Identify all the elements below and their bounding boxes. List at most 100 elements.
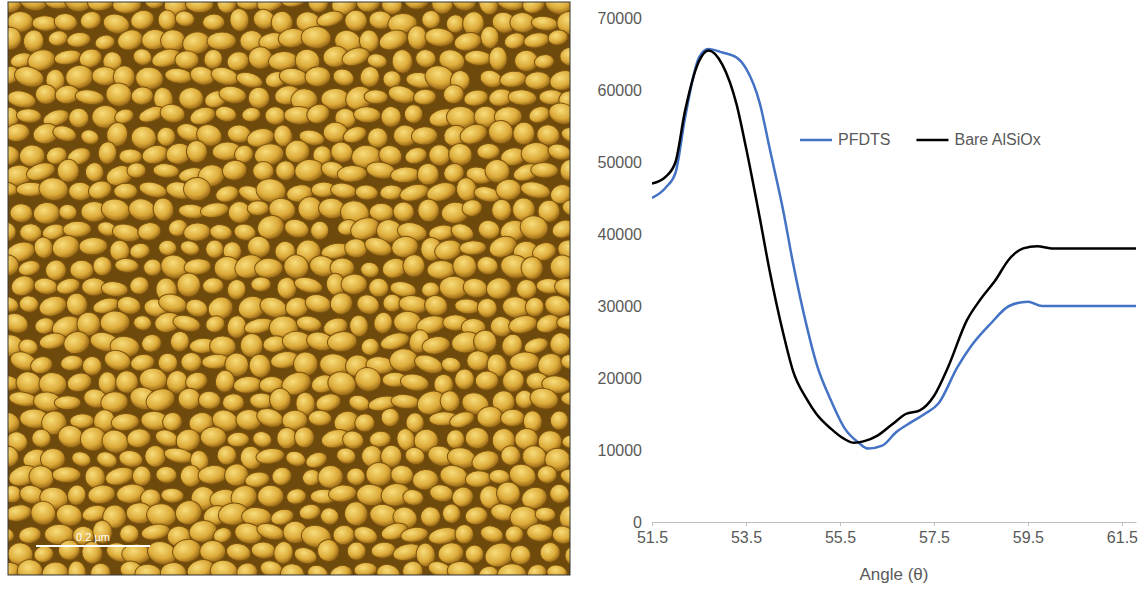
afm-grain	[67, 560, 87, 575]
afm-grain	[298, 503, 322, 522]
afm-grain	[91, 255, 113, 277]
afm-grain	[8, 25, 23, 51]
x-tick-mark	[652, 522, 653, 526]
afm-grain	[463, 88, 490, 108]
afm-grain	[372, 311, 394, 336]
legend-swatch	[916, 139, 948, 142]
afm-grain	[114, 258, 139, 274]
afm-grain	[183, 177, 211, 201]
afm-grain	[60, 354, 84, 371]
afm-grain	[70, 260, 94, 280]
x-tick-label: 55.5	[825, 529, 856, 546]
afm-grain	[326, 330, 357, 353]
y-tick-label: 70000	[598, 10, 643, 27]
afm-grain	[527, 104, 552, 126]
afm-grain	[269, 388, 291, 411]
afm-grain	[507, 313, 539, 335]
y-tick-label: 60000	[598, 82, 643, 99]
afm-grain	[304, 292, 333, 315]
afm-grain	[295, 315, 322, 334]
afm-grain	[548, 253, 570, 281]
afm-grain	[174, 9, 196, 28]
afm-grain	[33, 277, 59, 296]
afm-grain	[547, 29, 569, 47]
afm-grain	[51, 123, 78, 144]
afm-grain	[218, 84, 248, 105]
afm-grain	[301, 26, 332, 50]
afm-grain	[178, 388, 201, 411]
afm-grain	[391, 49, 413, 74]
afm-grain	[229, 8, 250, 33]
afm-grain	[341, 499, 370, 529]
x-tick-mark	[746, 522, 747, 526]
afm-grain	[341, 273, 368, 294]
afm-grain	[293, 275, 324, 296]
afm-background	[8, 2, 570, 575]
afm-grain	[254, 258, 283, 279]
afm-grain	[126, 427, 152, 449]
afm-grain	[562, 434, 570, 449]
x-tick-mark	[840, 522, 841, 526]
afm-grain	[546, 564, 568, 575]
afm-grain	[104, 81, 134, 109]
afm-grain	[102, 347, 133, 373]
afm-grain	[143, 385, 178, 414]
afm-grain	[364, 89, 388, 104]
afm-grain	[277, 427, 297, 449]
afm-grain	[306, 563, 330, 575]
afm-grain	[127, 162, 147, 178]
y-tick: 50000	[598, 154, 653, 171]
afm-grain	[131, 47, 154, 68]
afm-grain	[446, 429, 465, 449]
afm-grain	[119, 525, 139, 544]
afm-grain	[476, 406, 503, 429]
afm-grain	[448, 409, 477, 431]
x-tick: 59.5	[1013, 522, 1044, 546]
afm-grain	[538, 540, 562, 564]
afm-grain	[327, 290, 355, 317]
afm-grain	[153, 163, 180, 179]
afm-grain	[119, 149, 143, 165]
afm-grain	[438, 389, 462, 414]
afm-grain	[222, 394, 244, 412]
afm-grain	[528, 386, 560, 412]
afm-grain	[314, 537, 342, 565]
legend-swatch	[800, 139, 832, 142]
afm-grain	[335, 446, 358, 466]
afm-grain	[561, 198, 570, 218]
y-tick: 10000	[598, 442, 653, 459]
afm-grain	[401, 253, 426, 278]
x-tick-mark	[1028, 522, 1029, 526]
afm-grain	[485, 276, 514, 302]
legend-label: PFDTS	[838, 131, 890, 148]
afm-grain	[248, 87, 271, 110]
afm-grain	[130, 86, 154, 106]
afm-image	[8, 2, 570, 575]
afm-grain	[548, 68, 570, 93]
afm-grain	[198, 391, 221, 410]
afm-grain	[344, 9, 368, 32]
afm-grain	[379, 104, 404, 129]
afm-grain	[50, 233, 82, 262]
y-axis-line	[652, 19, 653, 523]
afm-grain	[54, 396, 81, 410]
afm-grain	[416, 163, 439, 186]
afm-grain	[8, 294, 20, 314]
afm-grain	[86, 179, 113, 202]
afm-grain	[330, 182, 358, 200]
afm-grain	[227, 432, 250, 448]
afm-grain	[160, 562, 187, 575]
afm-grain	[8, 89, 37, 111]
afm-grain	[233, 375, 263, 394]
afm-grain	[564, 544, 570, 568]
afm-grain	[31, 428, 52, 448]
afm-grain	[16, 108, 42, 124]
afm-grain	[446, 560, 476, 575]
y-tick-label: 0	[633, 514, 642, 531]
afm-grain	[199, 201, 229, 220]
afm-grain	[8, 527, 15, 544]
afm-grain	[19, 295, 39, 313]
y-tick: 30000	[598, 298, 653, 315]
afm-grain	[66, 31, 92, 48]
afm-grain	[475, 254, 500, 277]
